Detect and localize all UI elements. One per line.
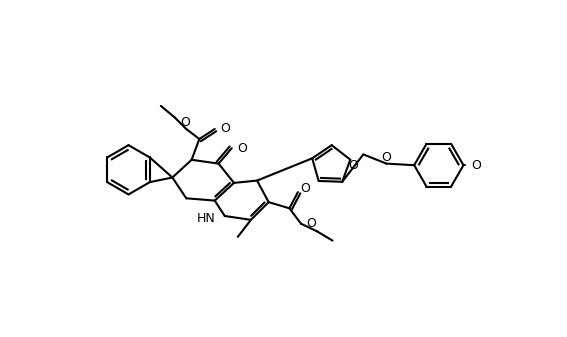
Text: O: O (306, 217, 316, 230)
Text: O: O (348, 159, 358, 172)
Text: O: O (237, 142, 247, 155)
Text: O: O (300, 182, 310, 195)
Text: O: O (471, 159, 481, 172)
Text: O: O (382, 151, 391, 164)
Text: O: O (220, 122, 230, 135)
Text: HN: HN (197, 212, 215, 225)
Text: O: O (180, 116, 189, 129)
